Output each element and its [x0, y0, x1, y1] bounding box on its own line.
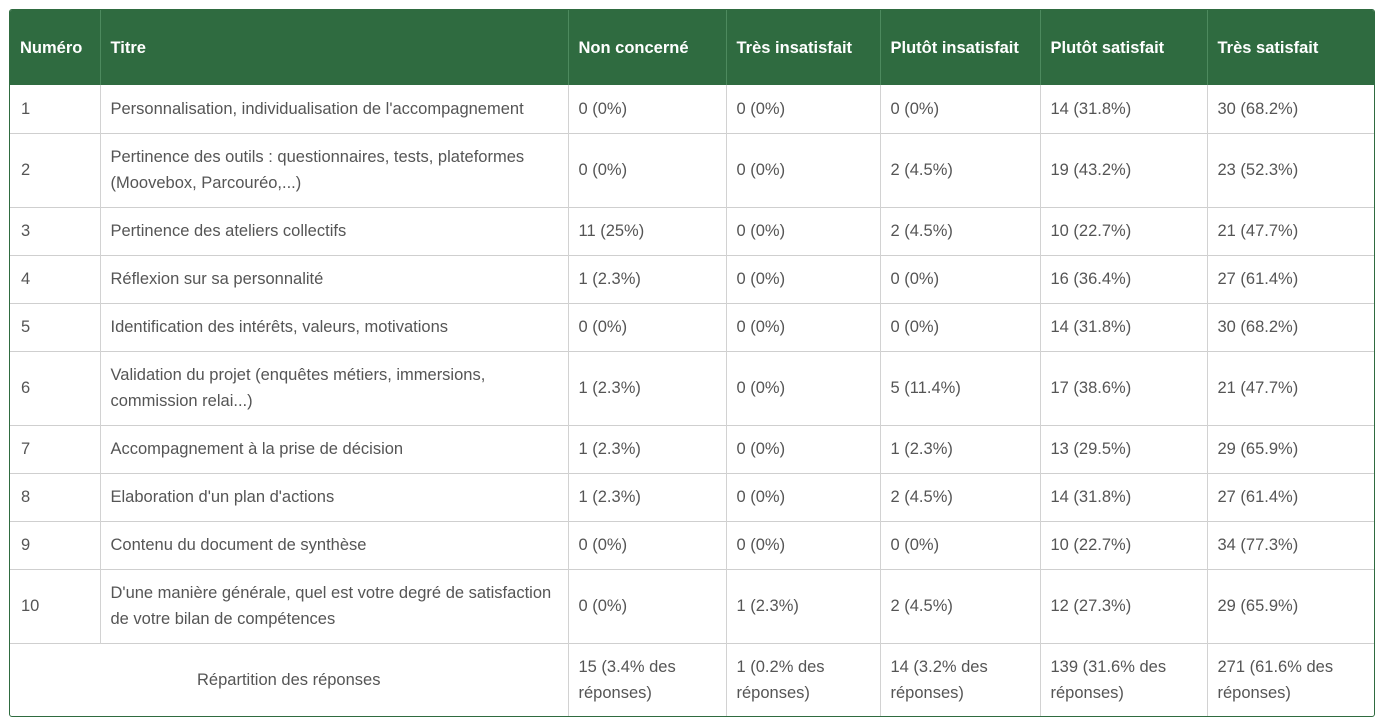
cell-tres-insatisfait: 0 (0%): [726, 132, 881, 207]
cell-non-concerne: 1 (2.3%): [568, 350, 727, 425]
cell-titre: Pertinence des ateliers collectifs: [100, 206, 569, 255]
cell-numero: 1: [10, 85, 101, 133]
cell-numero: 5: [10, 302, 101, 351]
table-row: 3 Pertinence des ateliers collectifs 11 …: [10, 206, 1374, 255]
cell-tres-insatisfait: 0 (0%): [726, 85, 881, 133]
table-row: 5 Identification des intérêts, valeurs, …: [10, 302, 1374, 351]
table-row: 1 Personnalisation, individualisation de…: [10, 85, 1374, 133]
cell-tres-satisfait: 23 (52.3%): [1207, 132, 1374, 207]
header-plutot-insatisfait: Plutôt insatisfait: [880, 10, 1041, 85]
cell-plutot-insatisfait: 2 (4.5%): [880, 132, 1041, 207]
cell-plutot-satisfait: 13 (29.5%): [1040, 424, 1208, 473]
table-header: Numéro Titre Non concerné Très insatisfa…: [10, 10, 1374, 85]
summary-non-concerne: 15 (3.4% des réponses): [568, 642, 727, 716]
cell-plutot-insatisfait: 1 (2.3%): [880, 424, 1041, 473]
cell-plutot-satisfait: 16 (36.4%): [1040, 254, 1208, 303]
cell-titre: Elaboration d'un plan d'actions: [100, 472, 569, 521]
cell-non-concerne: 0 (0%): [568, 520, 727, 569]
cell-tres-satisfait: 21 (47.7%): [1207, 206, 1374, 255]
cell-plutot-insatisfait: 0 (0%): [880, 520, 1041, 569]
satisfaction-results-table: Numéro Titre Non concerné Très insatisfa…: [10, 10, 1374, 716]
table-row: 10 D'une manière générale, quel est votr…: [10, 568, 1374, 643]
cell-numero: 10: [10, 568, 101, 643]
table-row: 6 Validation du projet (enquêtes métiers…: [10, 350, 1374, 425]
table-row: 8 Elaboration d'un plan d'actions 1 (2.3…: [10, 472, 1374, 521]
cell-titre: Personnalisation, individualisation de l…: [100, 85, 569, 133]
cell-titre: Validation du projet (enquêtes métiers, …: [100, 350, 569, 425]
table-row: 7 Accompagnement à la prise de décision …: [10, 424, 1374, 473]
table-row: 4 Réflexion sur sa personnalité 1 (2.3%)…: [10, 254, 1374, 303]
cell-plutot-insatisfait: 0 (0%): [880, 85, 1041, 133]
cell-titre: Pertinence des outils : questionnaires, …: [100, 132, 569, 207]
cell-plutot-satisfait: 12 (27.3%): [1040, 568, 1208, 643]
cell-plutot-insatisfait: 2 (4.5%): [880, 206, 1041, 255]
cell-tres-insatisfait: 0 (0%): [726, 520, 881, 569]
cell-plutot-satisfait: 19 (43.2%): [1040, 132, 1208, 207]
table-body: 1 Personnalisation, individualisation de…: [10, 85, 1374, 716]
cell-tres-insatisfait: 1 (2.3%): [726, 568, 881, 643]
cell-plutot-insatisfait: 5 (11.4%): [880, 350, 1041, 425]
cell-titre: Accompagnement à la prise de décision: [100, 424, 569, 473]
table-row: 9 Contenu du document de synthèse 0 (0%)…: [10, 520, 1374, 569]
header-numero: Numéro: [10, 10, 101, 85]
cell-tres-insatisfait: 0 (0%): [726, 254, 881, 303]
cell-plutot-satisfait: 14 (31.8%): [1040, 472, 1208, 521]
cell-non-concerne: 0 (0%): [568, 568, 727, 643]
cell-non-concerne: 1 (2.3%): [568, 424, 727, 473]
cell-non-concerne: 0 (0%): [568, 132, 727, 207]
cell-plutot-insatisfait: 2 (4.5%): [880, 472, 1041, 521]
summary-tres-satisfait: 271 (61.6% des réponses): [1207, 642, 1374, 716]
cell-non-concerne: 11 (25%): [568, 206, 727, 255]
cell-numero: 4: [10, 254, 101, 303]
cell-tres-satisfait: 34 (77.3%): [1207, 520, 1374, 569]
cell-tres-satisfait: 30 (68.2%): [1207, 302, 1374, 351]
summary-tres-insatisfait: 1 (0.2% des réponses): [726, 642, 881, 716]
cell-plutot-satisfait: 14 (31.8%): [1040, 302, 1208, 351]
header-plutot-satisfait: Plutôt satisfait: [1040, 10, 1208, 85]
cell-plutot-satisfait: 10 (22.7%): [1040, 520, 1208, 569]
cell-non-concerne: 1 (2.3%): [568, 254, 727, 303]
cell-titre: Contenu du document de synthèse: [100, 520, 569, 569]
cell-numero: 7: [10, 424, 101, 473]
cell-non-concerne: 1 (2.3%): [568, 472, 727, 521]
cell-titre: Identification des intérêts, valeurs, mo…: [100, 302, 569, 351]
cell-plutot-insatisfait: 2 (4.5%): [880, 568, 1041, 643]
cell-plutot-insatisfait: 0 (0%): [880, 254, 1041, 303]
cell-titre: D'une manière générale, quel est votre d…: [100, 568, 569, 643]
header-row: Numéro Titre Non concerné Très insatisfa…: [10, 10, 1374, 85]
cell-plutot-satisfait: 17 (38.6%): [1040, 350, 1208, 425]
cell-tres-insatisfait: 0 (0%): [726, 206, 881, 255]
header-titre: Titre: [100, 10, 569, 85]
cell-plutot-satisfait: 14 (31.8%): [1040, 85, 1208, 133]
cell-tres-satisfait: 29 (65.9%): [1207, 568, 1374, 643]
cell-non-concerne: 0 (0%): [568, 85, 727, 133]
summary-plutot-satisfait: 139 (31.6% des réponses): [1040, 642, 1208, 716]
cell-tres-satisfait: 21 (47.7%): [1207, 350, 1374, 425]
cell-numero: 6: [10, 350, 101, 425]
cell-tres-satisfait: 29 (65.9%): [1207, 424, 1374, 473]
header-non-concerne: Non concerné: [568, 10, 727, 85]
cell-plutot-satisfait: 10 (22.7%): [1040, 206, 1208, 255]
cell-tres-insatisfait: 0 (0%): [726, 472, 881, 521]
cell-tres-satisfait: 27 (61.4%): [1207, 472, 1374, 521]
cell-numero: 9: [10, 520, 101, 569]
cell-titre: Réflexion sur sa personnalité: [100, 254, 569, 303]
cell-numero: 3: [10, 206, 101, 255]
cell-plutot-insatisfait: 0 (0%): [880, 302, 1041, 351]
cell-tres-insatisfait: 0 (0%): [726, 302, 881, 351]
cell-tres-insatisfait: 0 (0%): [726, 424, 881, 473]
cell-tres-satisfait: 30 (68.2%): [1217, 99, 1299, 118]
results-table-container: Numéro Titre Non concerné Très insatisfa…: [9, 9, 1375, 717]
cell-tres-satisfait: 27 (61.4%): [1207, 254, 1374, 303]
cell-numero: 8: [10, 472, 101, 521]
cell-tres-insatisfait: 0 (0%): [726, 350, 881, 425]
summary-label: Répartition des réponses: [10, 642, 569, 716]
cell-numero: 2: [10, 132, 101, 207]
cell-non-concerne: 0 (0%): [568, 302, 727, 351]
header-tres-satisfait: Très satisfait: [1217, 38, 1319, 57]
header-tres-insatisfait: Très insatisfait: [726, 10, 881, 85]
table-row: 2 Pertinence des outils : questionnaires…: [10, 132, 1374, 207]
summary-row: Répartition des réponses 15 (3.4% des ré…: [10, 642, 1374, 716]
summary-plutot-insatisfait: 14 (3.2% des réponses): [880, 642, 1041, 716]
